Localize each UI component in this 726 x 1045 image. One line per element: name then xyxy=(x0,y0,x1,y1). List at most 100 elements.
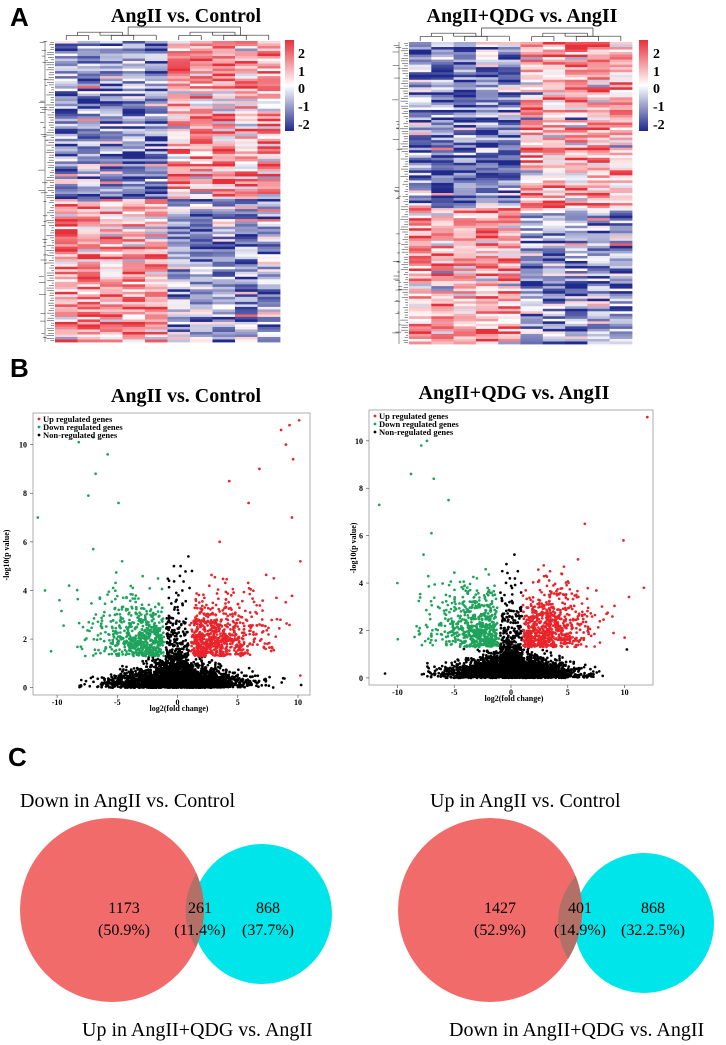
heatmap-cell xyxy=(520,205,544,209)
volcano-point-non xyxy=(113,676,117,680)
heatmap-cell xyxy=(475,64,499,68)
heatmap-cell xyxy=(145,73,168,77)
heatmap-cell xyxy=(212,103,236,107)
heatmap-cell xyxy=(565,308,588,312)
heatmap-cell xyxy=(587,114,611,118)
heatmap-cell xyxy=(55,166,78,170)
heatmap-cell xyxy=(235,126,258,130)
heatmap-cell xyxy=(431,278,454,282)
volcano-point-non xyxy=(89,676,93,680)
heatmap-cell xyxy=(498,233,521,237)
heatmap-cell xyxy=(145,91,168,95)
heatmap-cell xyxy=(431,117,454,121)
heatmap-cell xyxy=(498,137,521,141)
volcano-point-non xyxy=(96,677,100,681)
heatmap-cell xyxy=(167,224,191,228)
heatmap-cell xyxy=(145,316,168,320)
heatmap-cell xyxy=(565,203,588,206)
heatmap-cell xyxy=(565,135,588,139)
heatmap-cell xyxy=(55,291,78,295)
heatmap-cell xyxy=(167,316,191,320)
heatmap-cell xyxy=(498,49,521,53)
heatmap-cell xyxy=(55,194,78,197)
heatmap-cell xyxy=(190,219,213,222)
heatmap-cell xyxy=(100,284,123,288)
heatmap-cell xyxy=(257,146,281,150)
heatmap-cell xyxy=(145,256,168,260)
heatmap-cell xyxy=(498,152,521,156)
heatmap-cell xyxy=(55,116,78,120)
heatmap-cell xyxy=(453,276,477,279)
heatmap-cell xyxy=(587,52,611,55)
heatmap-cell xyxy=(145,339,168,343)
heatmap-cell xyxy=(498,271,521,274)
heatmap-cell xyxy=(257,291,281,295)
heatmap-cell xyxy=(498,263,521,267)
heatmap-cell xyxy=(409,54,432,58)
heatmap-cell xyxy=(498,79,521,83)
heatmap-cell xyxy=(453,67,477,71)
heatmap-cell xyxy=(167,61,191,64)
heatmap-cell xyxy=(542,281,566,284)
heatmap-cell xyxy=(167,151,191,155)
heatmap-cell xyxy=(475,195,499,199)
heatmap-cell xyxy=(100,274,123,278)
heatmap-cell xyxy=(453,316,477,320)
heatmap-cell xyxy=(55,214,78,217)
volcano-point-non xyxy=(200,659,203,663)
heatmap-cell xyxy=(235,301,258,305)
heatmap-cell xyxy=(409,311,432,315)
heatmap-cell xyxy=(100,261,123,265)
heatmap-cell xyxy=(520,182,544,186)
volcano-point-non xyxy=(280,681,284,684)
heatmap-cell xyxy=(145,146,168,150)
heatmap-cell xyxy=(609,281,633,284)
heatmap-cell xyxy=(587,265,611,269)
heatmap-cell xyxy=(190,304,213,308)
heatmap-cell xyxy=(55,294,78,298)
heatmap-cell xyxy=(520,250,544,254)
heatmap-cell xyxy=(565,225,588,229)
heatmap-cell xyxy=(190,161,213,165)
heatmap-cell xyxy=(55,146,78,150)
heatmap-cell xyxy=(77,304,101,308)
heatmap-cell xyxy=(55,171,78,175)
heatmap-cell xyxy=(257,331,281,335)
heatmap-cell xyxy=(145,93,168,97)
heatmap-cell xyxy=(475,160,499,164)
heatmap-cell xyxy=(257,204,281,207)
heatmap-cell xyxy=(257,216,281,220)
heatmap-cell xyxy=(100,91,123,95)
heatmap-cell xyxy=(190,271,213,275)
heatmap-cell xyxy=(257,251,281,255)
heatmap-cell xyxy=(212,111,236,115)
heatmap-cell xyxy=(542,230,566,234)
heatmap-cell xyxy=(77,171,101,175)
heatmap-cell xyxy=(475,218,499,222)
heatmap-cell xyxy=(565,122,588,126)
heatmap-cell xyxy=(145,286,168,290)
heatmap-cell xyxy=(475,140,499,144)
heatmap-cell xyxy=(409,248,432,252)
heatmap-cell xyxy=(520,268,544,272)
heatmap-cell xyxy=(565,215,588,219)
heatmap-cell xyxy=(542,308,566,312)
heatmap-cell xyxy=(453,74,477,78)
heatmap-cell xyxy=(190,106,213,110)
heatmap-cell xyxy=(212,204,236,207)
heatmap-cell xyxy=(498,104,521,108)
heatmap-cell xyxy=(100,311,123,315)
heatmap-cell xyxy=(453,120,477,123)
heatmap-cell xyxy=(167,221,191,225)
heatmap-cell xyxy=(100,138,123,142)
heatmap-cell xyxy=(475,97,499,101)
heatmap-cell xyxy=(100,206,123,210)
heatmap-cell xyxy=(257,156,281,160)
heatmap-cell xyxy=(257,153,281,157)
heatmap-cell xyxy=(212,121,236,125)
heatmap-cell xyxy=(453,250,477,254)
heatmap-cell xyxy=(520,109,544,113)
heatmap-cell xyxy=(520,276,544,279)
heatmap-cell xyxy=(520,271,544,274)
volcano-point-non xyxy=(191,678,195,682)
